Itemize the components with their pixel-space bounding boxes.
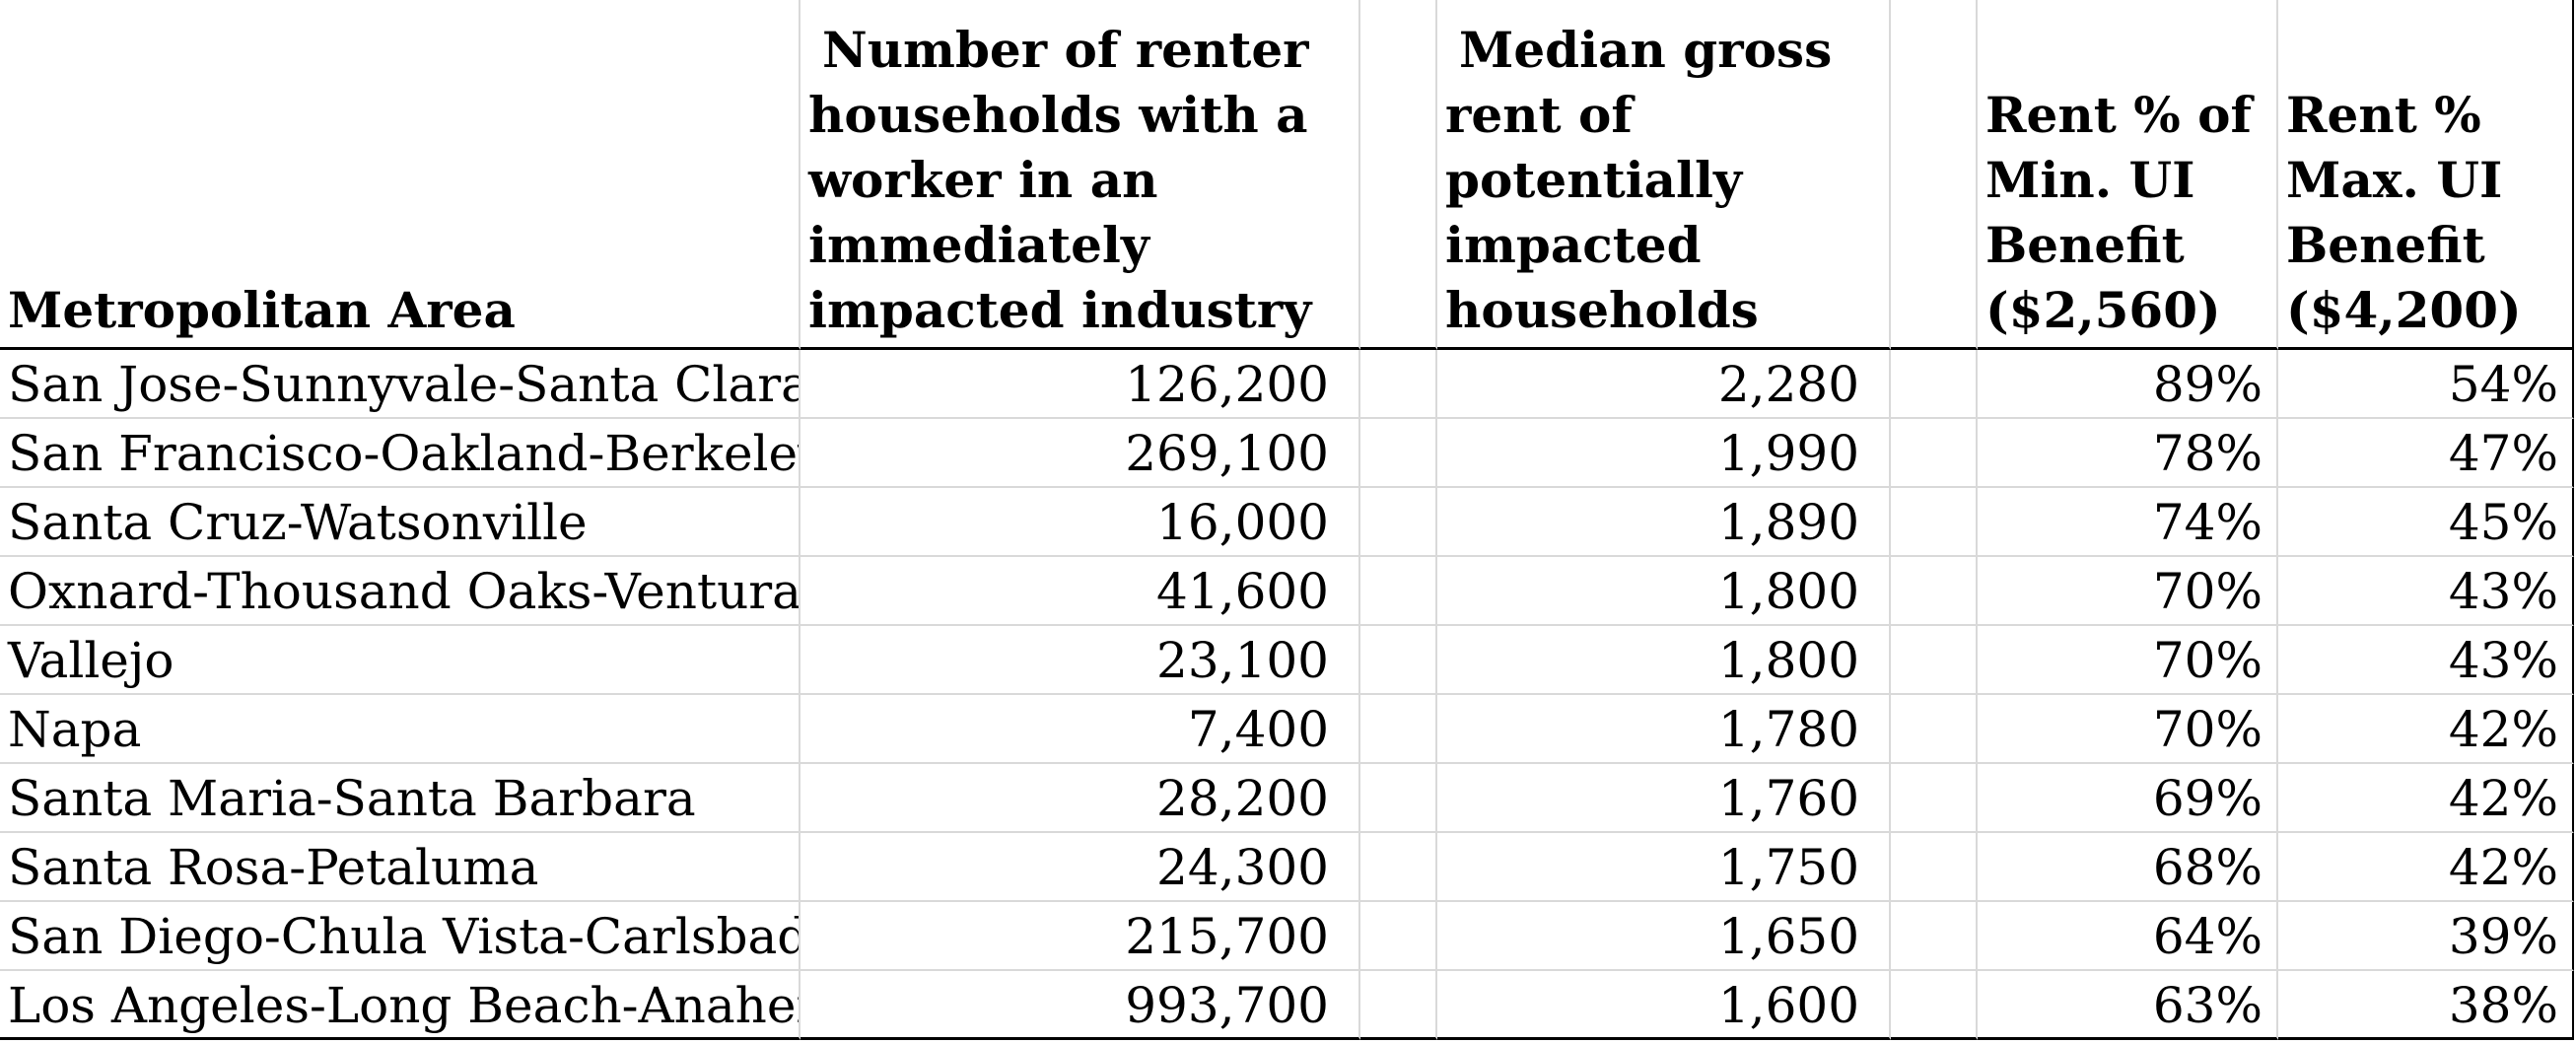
header-label: Number of renter households with a worke… bbox=[808, 21, 1312, 339]
cell-renter-households[interactable]: 269,100 bbox=[801, 419, 1360, 488]
cell-metropolitan-area[interactable]: San Francisco-Oakland-Berkeley bbox=[0, 419, 801, 488]
cell-renter-households[interactable]: 16,000 bbox=[801, 488, 1360, 557]
cell-spacer[interactable] bbox=[1360, 971, 1437, 1040]
cell-rent-min-ui[interactable]: 63% bbox=[1978, 971, 2278, 1040]
cell-rent-min-ui[interactable]: 70% bbox=[1978, 695, 2278, 764]
cell-metropolitan-area[interactable]: Santa Maria-Santa Barbara bbox=[0, 764, 801, 833]
cell-renter-households[interactable]: 41,600 bbox=[801, 557, 1360, 626]
cell-spacer[interactable] bbox=[1360, 764, 1437, 833]
header-label: Rent % of Min. UI Benefit ($2,560) bbox=[1985, 86, 2252, 339]
cell-rent-max-ui[interactable]: 42% bbox=[2278, 833, 2574, 902]
cell-median-rent[interactable]: 1,750 bbox=[1437, 833, 1891, 902]
header-median-rent[interactable]: Median gross rent of potentially impacte… bbox=[1437, 0, 1891, 350]
cell-metropolitan-area[interactable]: San Jose-Sunnyvale-Santa Clara bbox=[0, 350, 801, 419]
cell-renter-households[interactable]: 7,400 bbox=[801, 695, 1360, 764]
cell-spacer[interactable] bbox=[1891, 902, 1978, 971]
header-label: Rent % Max. UI Benefit ($4,200) bbox=[2286, 86, 2522, 339]
cell-spacer[interactable] bbox=[1360, 557, 1437, 626]
cell-rent-min-ui[interactable]: 70% bbox=[1978, 557, 2278, 626]
cell-rent-min-ui[interactable]: 70% bbox=[1978, 626, 2278, 695]
header-metropolitan-area[interactable]: Metropolitan Area bbox=[0, 0, 801, 350]
cell-spacer[interactable] bbox=[1891, 764, 1978, 833]
cell-renter-households[interactable]: 215,700 bbox=[801, 902, 1360, 971]
cell-rent-max-ui[interactable]: 43% bbox=[2278, 557, 2574, 626]
header-rent-min-ui[interactable]: Rent % of Min. UI Benefit ($2,560) bbox=[1978, 0, 2278, 350]
header-spacer[interactable] bbox=[1360, 0, 1437, 350]
cell-renter-households[interactable]: 28,200 bbox=[801, 764, 1360, 833]
cell-median-rent[interactable]: 1,780 bbox=[1437, 695, 1891, 764]
cell-metropolitan-area[interactable]: Vallejo bbox=[0, 626, 801, 695]
cell-metropolitan-area[interactable]: San Diego-Chula Vista-Carlsbad bbox=[0, 902, 801, 971]
cell-spacer[interactable] bbox=[1891, 350, 1978, 419]
cell-spacer[interactable] bbox=[1891, 971, 1978, 1040]
cell-spacer[interactable] bbox=[1360, 695, 1437, 764]
cell-median-rent[interactable]: 1,600 bbox=[1437, 971, 1891, 1040]
cell-median-rent[interactable]: 1,800 bbox=[1437, 626, 1891, 695]
cell-spacer[interactable] bbox=[1891, 833, 1978, 902]
cell-renter-households[interactable]: 993,700 bbox=[801, 971, 1360, 1040]
cell-rent-max-ui[interactable]: 43% bbox=[2278, 626, 2574, 695]
cell-rent-min-ui[interactable]: 64% bbox=[1978, 902, 2278, 971]
cell-metropolitan-area[interactable]: Oxnard-Thousand Oaks-Ventura bbox=[0, 557, 801, 626]
cell-median-rent[interactable]: 1,760 bbox=[1437, 764, 1891, 833]
cell-spacer[interactable] bbox=[1360, 626, 1437, 695]
cell-spacer[interactable] bbox=[1360, 902, 1437, 971]
cell-rent-min-ui[interactable]: 89% bbox=[1978, 350, 2278, 419]
header-renter-households[interactable]: Number of renter households with a worke… bbox=[801, 0, 1360, 350]
header-spacer[interactable] bbox=[1891, 0, 1978, 350]
header-label: Metropolitan Area bbox=[8, 281, 516, 339]
cell-spacer[interactable] bbox=[1360, 488, 1437, 557]
cell-renter-households[interactable]: 126,200 bbox=[801, 350, 1360, 419]
cell-rent-max-ui[interactable]: 38% bbox=[2278, 971, 2574, 1040]
header-label: Median gross rent of potentially impacte… bbox=[1445, 21, 1833, 339]
cell-spacer[interactable] bbox=[1891, 695, 1978, 764]
cell-renter-households[interactable]: 23,100 bbox=[801, 626, 1360, 695]
cell-rent-min-ui[interactable]: 69% bbox=[1978, 764, 2278, 833]
cell-rent-max-ui[interactable]: 54% bbox=[2278, 350, 2574, 419]
cell-median-rent[interactable]: 2,280 bbox=[1437, 350, 1891, 419]
cell-median-rent[interactable]: 1,890 bbox=[1437, 488, 1891, 557]
cell-rent-min-ui[interactable]: 68% bbox=[1978, 833, 2278, 902]
cell-metropolitan-area[interactable]: Santa Cruz-Watsonville bbox=[0, 488, 801, 557]
cell-rent-min-ui[interactable]: 78% bbox=[1978, 419, 2278, 488]
cell-metropolitan-area[interactable]: Los Angeles-Long Beach-Anaheim bbox=[0, 971, 801, 1040]
cell-rent-max-ui[interactable]: 42% bbox=[2278, 695, 2574, 764]
cell-median-rent[interactable]: 1,990 bbox=[1437, 419, 1891, 488]
cell-median-rent[interactable]: 1,650 bbox=[1437, 902, 1891, 971]
cell-spacer[interactable] bbox=[1360, 833, 1437, 902]
cell-spacer[interactable] bbox=[1360, 350, 1437, 419]
cell-rent-max-ui[interactable]: 45% bbox=[2278, 488, 2574, 557]
cell-metropolitan-area[interactable]: Santa Rosa-Petaluma bbox=[0, 833, 801, 902]
cell-spacer[interactable] bbox=[1891, 557, 1978, 626]
header-rent-max-ui[interactable]: Rent % Max. UI Benefit ($4,200) bbox=[2278, 0, 2574, 350]
cell-renter-households[interactable]: 24,300 bbox=[801, 833, 1360, 902]
cell-spacer[interactable] bbox=[1891, 419, 1978, 488]
cell-spacer[interactable] bbox=[1360, 419, 1437, 488]
cell-rent-max-ui[interactable]: 39% bbox=[2278, 902, 2574, 971]
cell-spacer[interactable] bbox=[1891, 488, 1978, 557]
cell-rent-min-ui[interactable]: 74% bbox=[1978, 488, 2278, 557]
cell-median-rent[interactable]: 1,800 bbox=[1437, 557, 1891, 626]
cell-rent-max-ui[interactable]: 47% bbox=[2278, 419, 2574, 488]
cell-metropolitan-area[interactable]: Napa bbox=[0, 695, 801, 764]
cell-rent-max-ui[interactable]: 42% bbox=[2278, 764, 2574, 833]
cell-spacer[interactable] bbox=[1891, 626, 1978, 695]
